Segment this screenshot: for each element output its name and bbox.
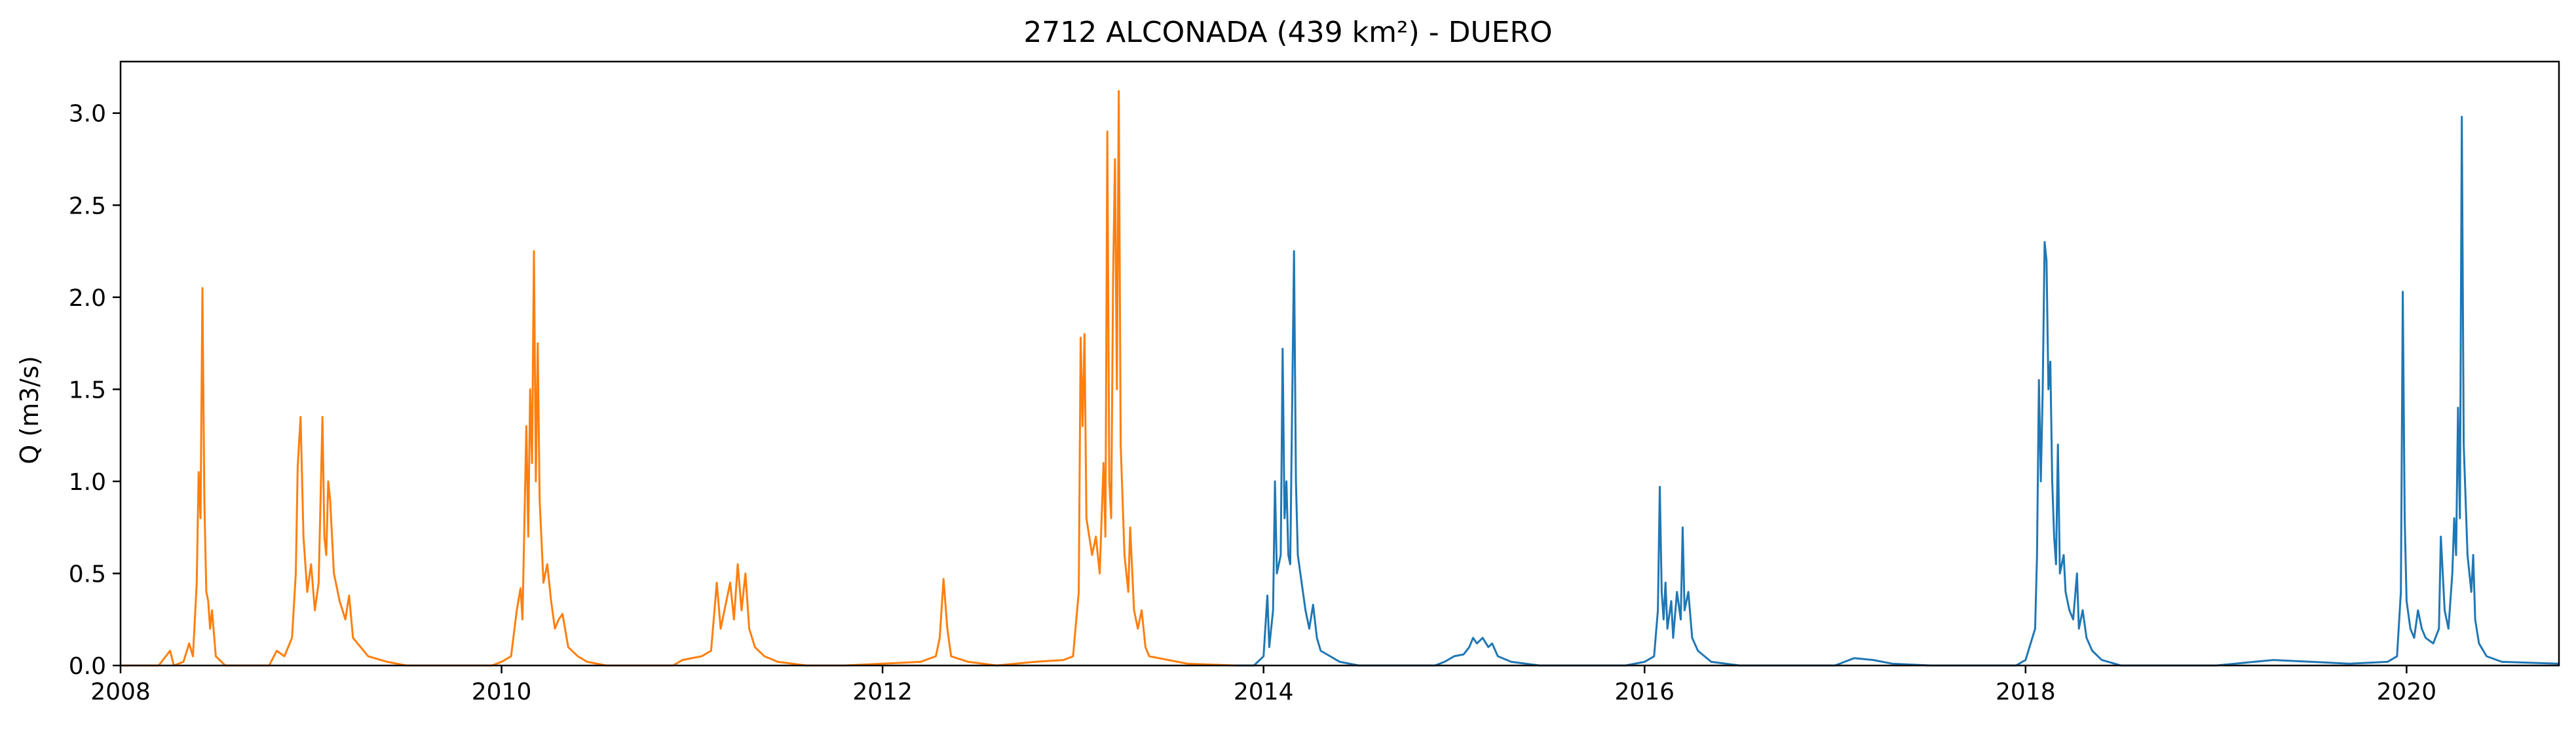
series-line-1 — [121, 90, 1236, 667]
y-tick-label: 0.0 — [69, 653, 106, 680]
y-axis-label: Q (m3/s) — [15, 356, 44, 464]
plot-frame — [119, 60, 2560, 667]
y-tick-label: 2.5 — [69, 193, 106, 219]
x-tick-label: 2020 — [2377, 679, 2437, 705]
x-tick-label: 2018 — [1996, 679, 2056, 705]
x-tick-label: 2012 — [852, 679, 913, 705]
y-tick-label: 1.0 — [69, 469, 106, 496]
y-tick-label: 0.5 — [69, 561, 106, 588]
x-tick-label: 2010 — [472, 679, 532, 705]
y-tick-label: 2.0 — [69, 285, 106, 312]
x-tick-label: 2016 — [1614, 679, 1675, 705]
y-tick-label: 1.5 — [69, 377, 106, 403]
chart-title: 2712 ALCONADA (439 km²) - DUERO — [1023, 16, 1552, 49]
y-axis: 0.0 0.5 1.0 1.5 2.0 2.5 3.0 — [69, 101, 121, 680]
x-tick-label: 2014 — [1234, 679, 1294, 705]
y-tick-label: 3.0 — [69, 101, 106, 128]
x-axis: 2008 2010 2012 2014 2016 2018 2020 — [90, 665, 2436, 705]
x-tick-label: 2008 — [90, 679, 151, 705]
